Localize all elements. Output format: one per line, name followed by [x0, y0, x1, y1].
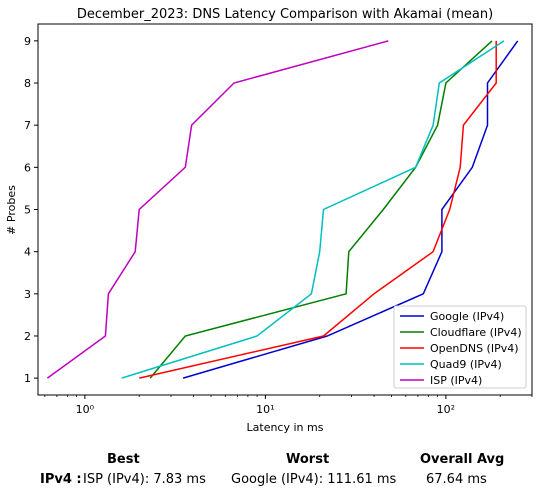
y-tick-label: 6: [24, 161, 31, 174]
legend-label-1: Cloudflare (IPv4): [430, 326, 522, 339]
legend-box: [393, 305, 527, 389]
summary-worst-header: Worst: [286, 452, 330, 467]
latency-chart: December_2023: DNS Latency Comparison wi…: [5, 7, 533, 434]
x-tick-label: 10²: [437, 403, 455, 416]
y-tick-label: 2: [24, 330, 31, 343]
y-tick-label: 7: [24, 119, 31, 132]
legend: Google (IPv4) Cloudflare (IPv4) OpenDNS (I…: [393, 305, 527, 389]
series-line-3: [121, 40, 505, 379]
series-line-0: [182, 40, 519, 379]
x-tick-label: 10⁰: [76, 403, 95, 416]
summary-row-label: IPv4 :: [40, 472, 82, 487]
y-tick-label: 9: [24, 35, 31, 48]
summary-worst-value: Google (IPv4): 111.61 ms: [231, 472, 397, 487]
x-tick-label: 10¹: [256, 403, 274, 416]
series-line-4: [46, 40, 389, 379]
summary-avg-header: Overall Avg: [420, 452, 505, 467]
y-tick-label: 3: [24, 288, 31, 301]
series-line-2: [139, 40, 497, 379]
summary-best-header: Best: [107, 452, 140, 467]
legend-label-0: Google (IPv4): [430, 310, 504, 323]
series-line-1: [149, 40, 493, 379]
chart-title: December_2023: DNS Latency Comparison wi…: [77, 7, 493, 22]
legend-label-3: Quad9 (IPv4): [430, 358, 502, 371]
y-axis-label: # Probes: [5, 185, 18, 235]
y-tick-label: 4: [24, 246, 31, 259]
y-tick-label: 5: [24, 204, 31, 217]
legend-label-4: ISP (IPv4): [430, 374, 482, 387]
summary-avg-value: 67.64 ms: [426, 472, 487, 487]
summary-best-value: ISP (IPv4): 7.83 ms: [83, 472, 206, 487]
y-tick-label: 8: [24, 77, 31, 90]
x-axis-label: Latency in ms: [247, 421, 324, 434]
y-tick-label: 1: [24, 372, 31, 385]
legend-label-2: OpenDNS (IPv4): [430, 342, 519, 355]
